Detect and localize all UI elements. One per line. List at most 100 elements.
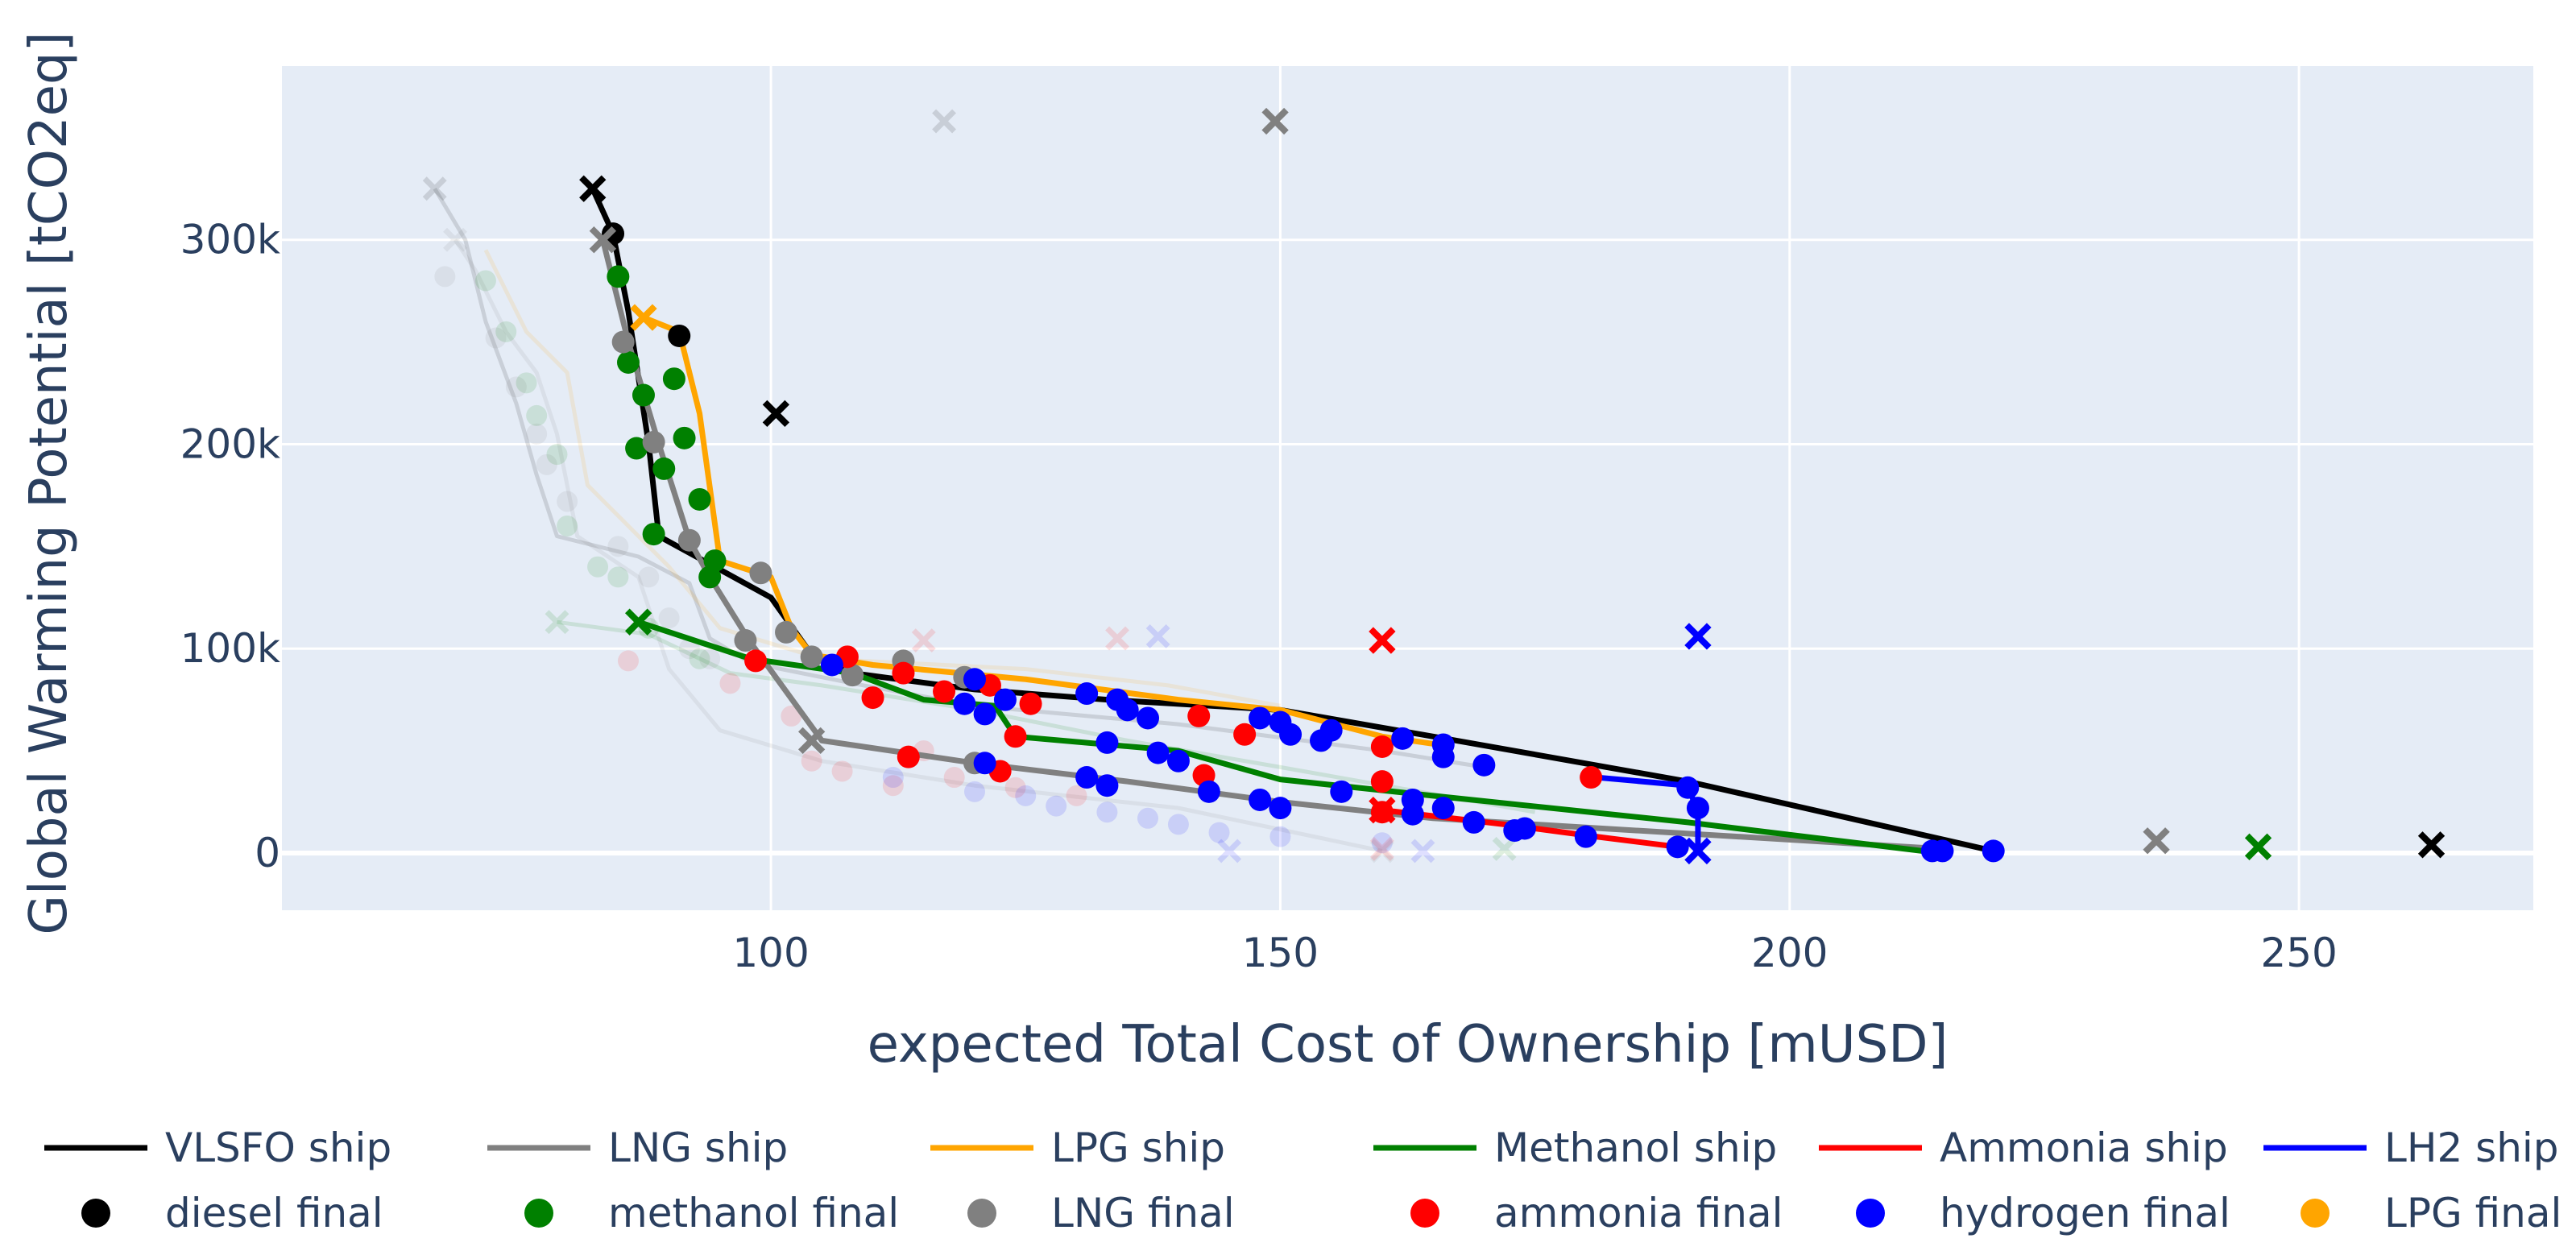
faded-marker [495,321,517,342]
faded-marker [536,454,557,475]
ammonia-final-marker [1004,725,1027,748]
legend-label: LNG ship [608,1125,788,1171]
hydrogen-final-marker [1095,774,1119,797]
LNG-final-marker [611,330,635,354]
legend-label: LPG ship [1051,1125,1225,1171]
hydrogen-final-marker [1330,780,1353,803]
ammonia-final-marker [933,680,956,703]
LNG-final-marker [841,664,864,687]
legend-item[interactable]: LH2 ship [2263,1125,2559,1171]
hydrogen-final-marker [1513,817,1536,840]
faded-traces [422,109,1536,864]
cross-stroke [1261,107,1289,135]
faded-marker [964,781,985,802]
faded-cross-marker [1217,839,1242,864]
cross-marker [2417,831,2446,859]
faded-marker [526,404,548,426]
cross-stroke [1410,839,1435,864]
faded-cross-marker [932,109,957,134]
y-tick-label: 300k [180,217,280,263]
cross-marker [624,608,652,636]
legend-item[interactable]: diesel final [81,1190,383,1236]
cross-marker [2244,833,2272,860]
cross-stroke [2244,833,2272,860]
cross-stroke [911,628,936,652]
ammonia-final-marker [1370,770,1394,793]
hydrogen-final-marker [1431,745,1455,768]
x-tick-label: 100 [732,930,809,976]
cross-stroke [797,727,826,755]
hydrogen-final-marker [973,702,996,726]
methanol-final-marker [632,383,655,407]
cross-marker [630,304,657,331]
cross-marker [1684,837,1712,865]
faded-marker [434,266,456,288]
legend-label: methanol final [608,1190,899,1236]
cross-stroke [911,628,936,652]
faded-marker [1167,814,1189,835]
faded-cross-marker [1369,836,1394,861]
faded-cross-marker [1145,624,1170,648]
ammonia-final-marker [1580,766,1603,789]
plot-background [282,66,2533,910]
faded-marker [1269,826,1291,847]
cross-marker [1369,627,1396,654]
hydrogen-final-marker [1472,753,1496,777]
legend-item[interactable]: LNG final [967,1190,1235,1236]
faded-cross-marker [1369,839,1394,864]
cross-stroke [762,400,790,428]
legend-item[interactable]: Methanol ship [1373,1125,1777,1171]
cross-marker [579,175,607,202]
cross-stroke [422,176,447,201]
cross-stroke [932,109,957,134]
faded-marker [1137,807,1158,829]
legend-label: VLSFO ship [165,1125,391,1171]
faded-cross-marker [443,227,467,252]
legend-label: LNG final [1051,1190,1235,1236]
x-tick-label: 250 [2260,930,2337,976]
cross-stroke [1684,623,1712,650]
cross-stroke [1492,836,1517,861]
legend-label: Ammonia ship [1940,1125,2228,1171]
faded-marker [516,372,537,394]
ammonia-final-marker [897,745,920,768]
legend-item[interactable]: LPG final [2301,1190,2562,1236]
legend-item[interactable]: hydrogen final [1856,1190,2230,1236]
legend-marker-swatch [967,1199,996,1228]
tick-labels: 100 150 200 250 0 100k 200k 300k [180,217,2338,976]
cross-stroke [630,304,657,331]
legend[interactable]: VLSFO ship LNG ship LPG ship Methanol ship A… [44,1125,2562,1236]
legend-item[interactable]: ammonia final [1410,1190,1783,1236]
cross-marker [797,727,826,755]
legend-item[interactable]: methanol final [524,1190,899,1236]
methanol-final-marker [625,437,648,460]
hydrogen-final-marker [973,752,996,775]
hydrogen-final-marker [1401,802,1424,826]
faded-marker [526,423,548,445]
hydrogen-final-marker [1249,788,1272,811]
cross-marker [1369,797,1396,824]
legend-item[interactable]: LPG ship [930,1125,1225,1171]
x-tick-label: 150 [1242,930,1319,976]
legend-label: Methanol ship [1494,1125,1777,1171]
y-tick-label: 0 [255,830,280,876]
faded-marker [801,750,822,772]
faded-cross-marker [1492,836,1517,861]
legend-item[interactable]: VLSFO ship [44,1125,391,1171]
hydrogen-final-marker [1666,835,1689,859]
legend-item[interactable]: LNG ship [487,1125,788,1171]
y-axis-title: Global Warming Potential [tCO2eq] [19,31,79,934]
cross-marker [589,226,617,254]
cross-marker [2143,827,2170,855]
faded-marker [1046,795,1067,817]
cross-stroke [624,608,652,636]
hydrogen-final-marker [1197,780,1220,803]
hydrogen-final-marker [963,668,986,691]
faded-cross-marker [422,176,447,201]
hydrogen-final-marker [1279,723,1302,746]
cross-stroke [1684,837,1712,865]
hydrogen-final-marker [820,653,843,677]
legend-item[interactable]: Ammonia ship [1819,1125,2228,1171]
hydrogen-final-marker [1269,797,1292,820]
faded-marker [1208,822,1230,843]
